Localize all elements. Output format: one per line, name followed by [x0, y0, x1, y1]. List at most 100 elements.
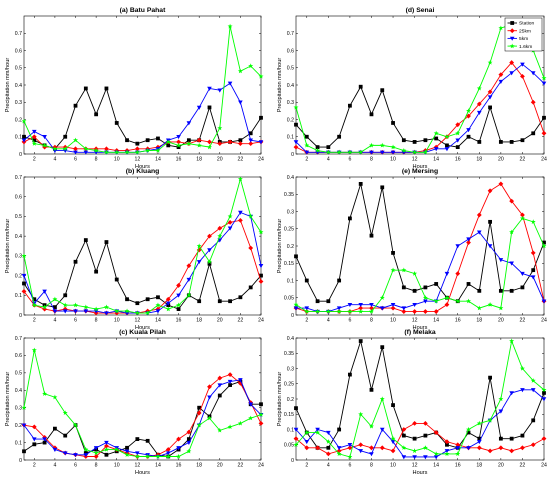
data-point [315, 145, 320, 149]
data-point [380, 88, 385, 93]
y-axis-label: Precipitation mm/hour [5, 372, 11, 427]
y-tick-label: 0.05 [284, 296, 294, 302]
y-tick-label: 0.3 [15, 100, 22, 106]
x-tick-label: 22 [520, 318, 526, 324]
data-point [542, 240, 546, 245]
data-point [186, 429, 192, 435]
data-point [433, 147, 439, 152]
data-point [103, 304, 109, 310]
data-point [52, 309, 58, 314]
data-point [114, 121, 119, 125]
data-point [380, 185, 385, 190]
data-point [498, 181, 504, 187]
data-point [358, 308, 364, 314]
data-point [258, 73, 264, 79]
y-tick-label: 0.7 [287, 31, 294, 37]
data-point [104, 443, 109, 449]
data-point [217, 375, 223, 381]
data-point [42, 289, 47, 294]
series-5km [293, 388, 547, 460]
data-point [83, 446, 89, 452]
data-point [434, 136, 439, 141]
data-point [337, 278, 342, 283]
data-point [466, 237, 471, 242]
y-tick-label: 0.6 [15, 353, 22, 359]
data-point [293, 306, 299, 311]
y-tick-label: 0.3 [287, 209, 294, 215]
x-tick-label: 20 [498, 157, 504, 163]
data-point [466, 240, 471, 245]
data-point [347, 454, 353, 460]
data-point [379, 396, 385, 402]
x-tick-label: 20 [217, 318, 223, 324]
y-tick-label: 0.1 [15, 440, 22, 446]
x-tick-label: 12 [134, 157, 140, 163]
data-point [94, 269, 99, 274]
y-tick-label: 0.4 [15, 388, 22, 394]
data-point [62, 309, 68, 314]
series-station [22, 86, 263, 151]
data-point [433, 298, 439, 304]
x-tick-label: 2 [305, 318, 308, 324]
data-point [444, 295, 450, 300]
data-point [487, 417, 493, 423]
data-point [379, 295, 385, 300]
data-point [541, 243, 547, 249]
y-axis-label: Precipitation mm/hour [5, 219, 11, 274]
data-point [83, 86, 88, 91]
data-point [541, 75, 547, 81]
data-point [530, 250, 536, 256]
data-point [258, 412, 264, 417]
data-point [476, 101, 482, 107]
series-1-6km [21, 347, 264, 459]
data-point [412, 309, 418, 314]
y-axis-label: Precipitation mm/hour [277, 219, 283, 274]
data-point [197, 299, 202, 304]
legend-marker [509, 43, 515, 49]
data-point [487, 244, 493, 249]
data-point [541, 397, 547, 402]
data-point [42, 440, 47, 445]
y-tick-label: 0.2 [287, 117, 294, 123]
data-point [412, 421, 418, 426]
x-tick-label: 24 [258, 157, 264, 163]
data-point [337, 134, 342, 139]
data-point [401, 285, 406, 290]
data-point [369, 445, 374, 451]
data-point [217, 125, 223, 131]
data-point [498, 72, 504, 78]
x-tick-label: 20 [217, 463, 223, 469]
data-point [519, 215, 525, 221]
legend-label: Station [519, 21, 535, 27]
x-tick-label: 12 [134, 463, 140, 469]
y-tick-label: 0.1 [15, 135, 22, 141]
data-point [135, 301, 140, 306]
data-point [391, 121, 395, 125]
x-tick-label: 10 [390, 463, 396, 469]
data-point [466, 128, 471, 133]
data-point [347, 308, 353, 314]
data-point [83, 453, 89, 458]
x-tick-label: 24 [541, 157, 547, 163]
data-point [358, 442, 364, 448]
data-point [238, 378, 243, 383]
data-point [509, 229, 515, 235]
x-tick-label: 6 [74, 318, 77, 324]
data-point [509, 71, 514, 76]
data-point [422, 445, 428, 450]
plot-area [295, 337, 545, 461]
data-point [530, 378, 536, 383]
y-tick-label: 0.7 [15, 175, 22, 181]
series-5km [293, 230, 547, 314]
data-point [390, 440, 396, 445]
data-point [401, 267, 407, 273]
data-point [32, 138, 37, 143]
data-point [197, 405, 202, 410]
data-point [422, 295, 428, 300]
data-point [31, 134, 37, 140]
x-tick-label: 8 [370, 157, 373, 163]
data-point [412, 302, 417, 308]
data-point [541, 387, 547, 392]
data-point [135, 141, 140, 146]
